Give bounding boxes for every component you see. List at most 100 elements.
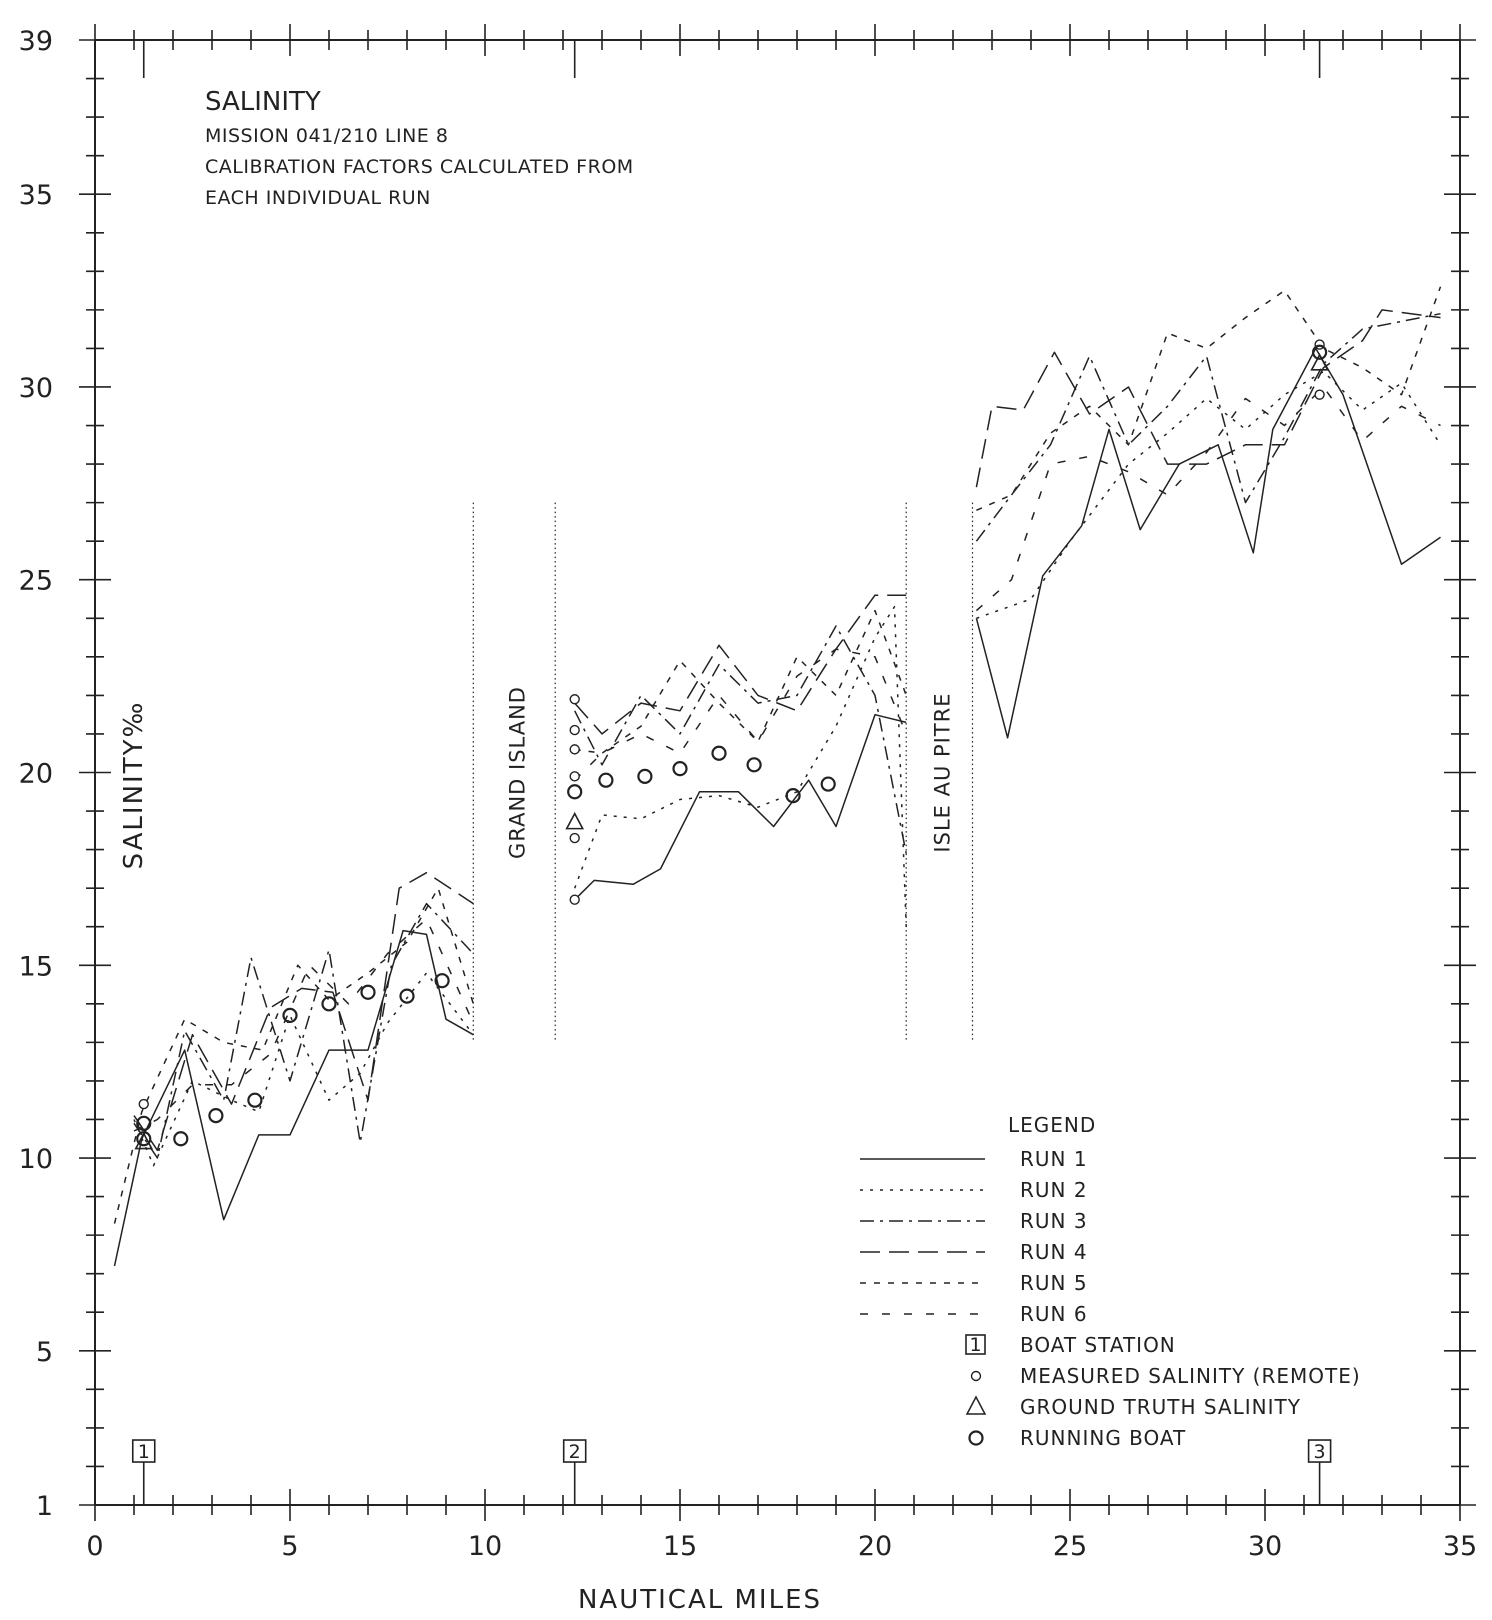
y-tick-label: 35 [19, 180, 53, 211]
series-6 [133, 386, 1441, 1132]
running-boat-point [746, 757, 762, 773]
running-boat-point [1311, 344, 1328, 360]
running-boat-point [360, 984, 376, 1000]
boat-stations: 1 2 3 [131, 40, 1332, 1505]
legend-run-label: RUN 2 [1020, 1178, 1088, 1202]
legend-run-entries: RUN 1 RUN 2 RUN 3 RUN 4 RUN 5 RUN 6 [860, 1147, 1088, 1326]
legend-run-label: RUN 3 [1020, 1209, 1088, 1233]
legend-boat-station: 1 BOAT STATION [965, 1333, 1176, 1357]
x-tick-label: 0 [86, 1531, 103, 1562]
running-boat-point [321, 996, 337, 1012]
measured-salinity-point [569, 832, 580, 844]
series-4 [133, 309, 1441, 1152]
running-boat-point [711, 745, 727, 761]
series-line [574, 594, 907, 735]
series-line [975, 347, 1441, 739]
island-regions: GRAND ISLAND ISLE AU PITRE [472, 502, 974, 1043]
boat-station-3: 3 [1307, 40, 1332, 1505]
running-boat-point [567, 784, 583, 800]
running-boat-point [136, 1115, 152, 1131]
legend-boat-station-label: BOAT STATION [1020, 1333, 1176, 1357]
boat-station-box [562, 1439, 587, 1463]
series-3 [133, 312, 1441, 1159]
boat-station-box [1307, 1439, 1332, 1463]
running-boat-point [785, 788, 801, 804]
legend-running-boat-symbol [968, 1430, 984, 1446]
x-tick-label: 15 [663, 1531, 697, 1562]
measured-salinity-point [569, 744, 580, 755]
legend: LEGEND RUN 1 RUN 2 RUN 3 RUN 4 RUN 5 RUN 6 1 … [860, 1113, 1361, 1450]
running-boat-point [173, 1131, 189, 1147]
measured-salinity-point [569, 894, 580, 905]
legend-running-boat-label: RUNNING BOAT [1020, 1426, 1186, 1450]
subtitle-line-3: EACH INDIVIDUAL RUN [205, 187, 431, 209]
x-tick-label: 20 [858, 1531, 892, 1562]
run-series [113, 286, 1442, 1267]
x-axis-title: NAUTICAL MILES [578, 1585, 822, 1615]
legend-run-label: RUN 4 [1020, 1240, 1088, 1264]
x-tick-label: 35 [1443, 1531, 1477, 1562]
boat-station-2: 2 [562, 40, 587, 1505]
running-boat-point [282, 1007, 298, 1023]
legend-title: LEGEND [1008, 1113, 1096, 1137]
legend-run-label: RUN 1 [1020, 1147, 1088, 1171]
running-boat-point [247, 1092, 263, 1108]
legend-ground-truth-symbol [965, 1395, 987, 1415]
series-5 [113, 286, 1442, 1224]
measured-salinity-point [569, 724, 580, 736]
series-line [574, 648, 907, 781]
boat-station-1: 1 [131, 40, 156, 1505]
data-markers [134, 339, 1329, 1150]
y-tick-label: 15 [19, 951, 53, 982]
boat-station-number: 1 [138, 1441, 150, 1463]
region-label: GRAND ISLAND [505, 686, 529, 859]
series-line [975, 386, 1441, 612]
legend-boat-station-symbol [965, 1334, 986, 1355]
region-label: ISLE AU PITRE [930, 692, 954, 852]
legend-measured-salinity-symbol [970, 1370, 982, 1382]
running-boat-point [208, 1108, 224, 1124]
measured-salinity-point [1314, 389, 1325, 400]
subtitle-line-1: MISSION 041/210 LINE 8 [205, 125, 448, 147]
chart-title: SALINITY [205, 87, 321, 117]
series-line [975, 309, 1441, 488]
series-line [976, 370, 1442, 620]
series-line [573, 605, 907, 927]
series-line [574, 625, 907, 854]
running-boat-point [598, 772, 614, 788]
running-boat-point [672, 761, 688, 777]
series-line [133, 902, 474, 1159]
legend-boat-station-number: 1 [969, 1334, 981, 1356]
boat-station-box [131, 1439, 156, 1463]
y-tick-label: 30 [19, 373, 53, 404]
series-line [133, 871, 474, 1152]
legend-measured-salinity-label: MEASURED SALINITY (REMOTE) [1020, 1364, 1361, 1388]
y-tick-label: 10 [19, 1144, 53, 1175]
x-tick-label: 30 [1248, 1531, 1282, 1562]
legend-measured-salinity: MEASURED SALINITY (REMOTE) [970, 1364, 1361, 1388]
ground-truth-point [1310, 353, 1329, 371]
y-tick-label: 25 [19, 566, 53, 597]
ground-truth-point [134, 1131, 154, 1150]
boat-station-number: 2 [569, 1441, 581, 1463]
boat-station-number: 3 [1314, 1441, 1326, 1463]
legend-ground-truth-label: GROUND TRUTH SALINITY [1020, 1395, 1301, 1419]
series-line [113, 887, 475, 1224]
series-line [133, 918, 474, 1132]
x-tick-label: 25 [1053, 1531, 1087, 1562]
y-axis-title: SALINITY‰ [119, 701, 149, 870]
y-tick-label: 39 [19, 26, 53, 57]
legend-running-boat: RUNNING BOAT [968, 1426, 1186, 1450]
running-boat-point [637, 768, 653, 784]
y-tick-label: 1 [36, 1491, 53, 1522]
series-line [574, 713, 907, 901]
legend-run-label: RUN 5 [1020, 1271, 1088, 1295]
running-boat-point [399, 988, 415, 1004]
y-tick-label: 20 [19, 759, 53, 790]
legend-ground-truth: GROUND TRUTH SALINITY [965, 1395, 1301, 1419]
running-boat-point [820, 776, 836, 792]
measured-salinity-point [569, 694, 580, 705]
measured-salinity-point [138, 1098, 149, 1110]
